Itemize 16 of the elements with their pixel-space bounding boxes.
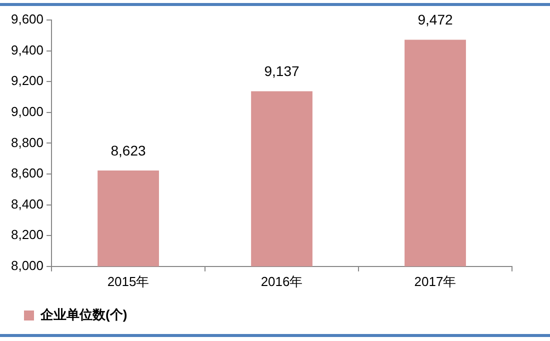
x-tick-label: 2015年	[107, 274, 150, 289]
y-tick-label: 8,400	[10, 196, 44, 212]
y-tick-label: 8,600	[10, 166, 44, 181]
text: 9,137	[264, 63, 300, 80]
y-tick-label: 8,800	[10, 134, 44, 150]
y-tick-label: 9,400	[10, 42, 44, 58]
legend-label: 企业单位数(个)	[40, 307, 128, 322]
x-tick-label: 2016年	[260, 274, 303, 289]
text: 9,472	[418, 12, 453, 28]
y-tick-label: 8,200	[10, 227, 44, 242]
x-tick-label: 2017年	[414, 274, 456, 289]
y-tick-label: 9,200	[10, 73, 44, 88]
text: 8,623	[110, 142, 146, 158]
y-tick-label: 9,600	[10, 12, 44, 27]
y-tick-label: 9,000	[10, 104, 44, 119]
y-tick-label: 8,000	[10, 258, 44, 273]
